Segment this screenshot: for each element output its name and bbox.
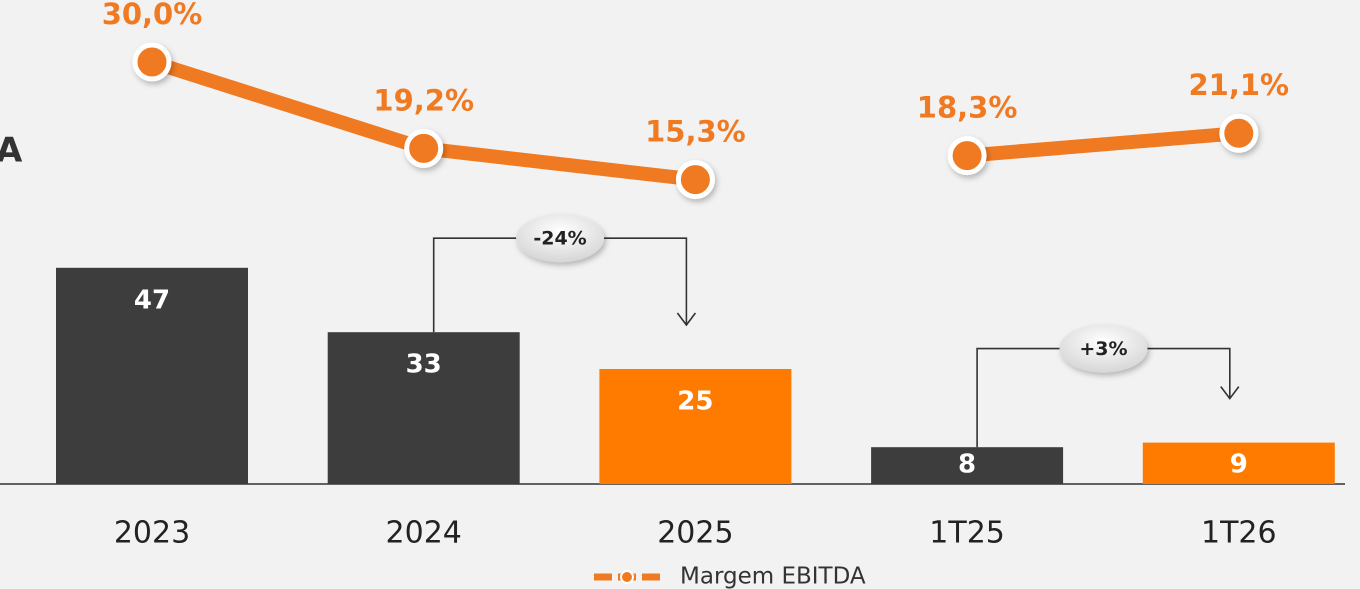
x-tick-label: 1T26 xyxy=(1201,516,1277,551)
legend-dot xyxy=(620,570,634,584)
bar-label: 9 xyxy=(1230,450,1248,480)
bar xyxy=(599,369,792,484)
x-tick-label: 2024 xyxy=(386,516,462,551)
chart-title: A xyxy=(0,131,23,171)
margin-point xyxy=(947,136,987,176)
margin-label: 15,3% xyxy=(645,115,746,149)
margin-label: 30,0% xyxy=(102,0,203,31)
margin-label: 21,1% xyxy=(1188,68,1289,102)
margin-point xyxy=(404,128,444,168)
bar xyxy=(1142,442,1335,484)
change-pill xyxy=(1059,324,1148,373)
x-tick-label: 2025 xyxy=(657,516,733,551)
bar-label: 47 xyxy=(134,285,170,315)
margin-point xyxy=(132,42,172,82)
bar xyxy=(327,332,520,484)
margin-line xyxy=(960,126,1246,163)
bar xyxy=(56,267,248,484)
margin-point xyxy=(675,160,715,200)
change-label: -24% xyxy=(533,228,586,250)
margin-label: 18,3% xyxy=(917,91,1018,125)
change-arrow xyxy=(676,312,697,327)
change-pill xyxy=(516,214,605,263)
change-arrow xyxy=(1220,386,1240,400)
margin-point xyxy=(1219,113,1259,153)
bar-label: 33 xyxy=(406,350,442,380)
bar-label: 8 xyxy=(958,450,976,480)
bar-label: 25 xyxy=(677,387,713,417)
x-tick-label: 1T25 xyxy=(929,516,1005,551)
bar xyxy=(871,447,1064,484)
change-label: +3% xyxy=(1079,338,1127,360)
margin-label: 19,2% xyxy=(373,83,474,117)
legend-label: Margem EBITDA xyxy=(680,564,866,589)
x-tick-label: 2023 xyxy=(114,516,190,551)
